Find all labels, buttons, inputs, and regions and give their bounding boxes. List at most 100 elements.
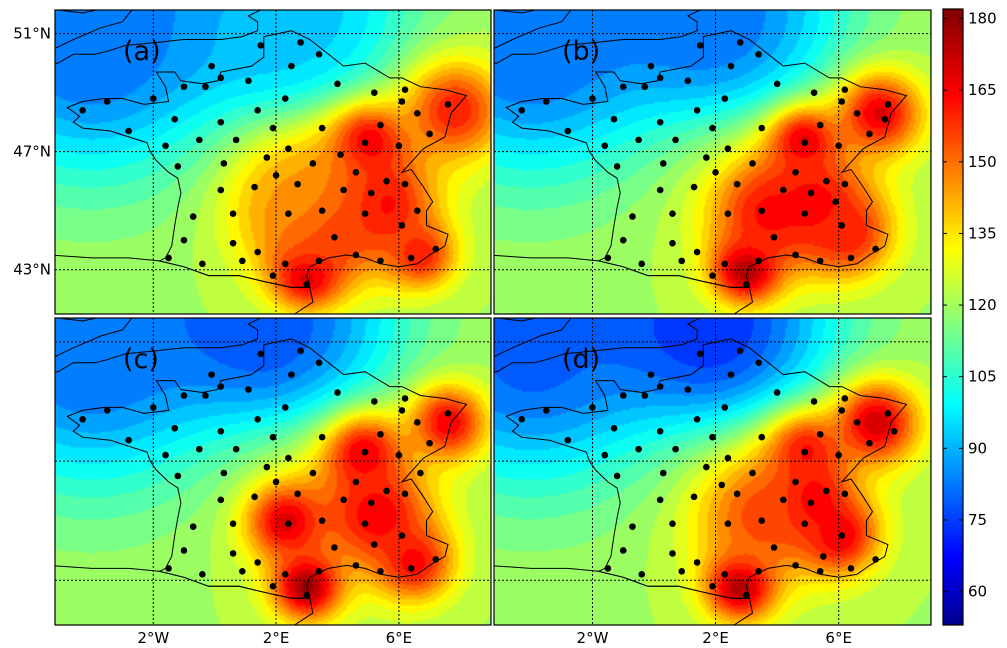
station-marker <box>199 260 206 268</box>
station-marker <box>816 121 824 129</box>
station-marker <box>841 86 849 93</box>
station-marker <box>165 565 172 572</box>
station-marker <box>604 565 612 572</box>
coastline-spain <box>494 565 754 625</box>
station-marker <box>180 547 188 554</box>
graticule <box>494 10 931 314</box>
station-marker <box>174 163 182 170</box>
station-marker <box>103 407 111 414</box>
stations <box>518 39 892 288</box>
station-marker <box>703 154 710 161</box>
panels-layer <box>54 9 932 626</box>
station-marker <box>285 454 292 462</box>
station-marker <box>395 451 403 459</box>
station-marker <box>377 121 384 129</box>
station-marker <box>619 83 627 91</box>
station-marker <box>426 130 433 138</box>
station-marker <box>254 416 261 423</box>
stations <box>79 39 452 288</box>
station-marker <box>779 186 787 194</box>
station-marker <box>162 451 169 459</box>
station-marker <box>417 469 424 477</box>
station-marker <box>414 110 421 117</box>
station-marker <box>838 98 846 105</box>
station-marker <box>736 39 744 46</box>
station-marker <box>269 433 277 441</box>
station-marker <box>696 42 704 49</box>
station-marker <box>401 86 409 93</box>
panel-frame <box>493 9 932 315</box>
station-marker <box>398 407 406 414</box>
station-marker <box>220 160 228 167</box>
station-marker <box>604 254 612 262</box>
labels-layer: (a) 51°N 47°N 43°N (b) (c) 2°W 2°E 6°E (d) 2°W 2°E 6… <box>13 25 852 647</box>
station-marker <box>835 142 842 150</box>
station-marker <box>810 398 818 405</box>
station-marker <box>352 478 360 486</box>
station-marker <box>838 532 846 539</box>
station-marker <box>727 62 735 70</box>
station-marker <box>727 371 735 378</box>
graticule <box>494 318 931 625</box>
station-marker <box>401 395 409 402</box>
station-marker <box>340 186 347 194</box>
station-marker <box>733 490 741 498</box>
station-marker <box>884 410 892 417</box>
station-marker <box>220 469 228 477</box>
station-marker <box>564 436 572 444</box>
station-marker <box>202 392 209 399</box>
station-marker <box>352 251 360 259</box>
station-marker <box>758 207 766 214</box>
station-marker <box>659 160 667 167</box>
station-marker <box>841 395 849 402</box>
station-marker <box>238 257 246 265</box>
station-marker <box>285 145 292 153</box>
station-marker <box>647 62 655 70</box>
station-marker <box>180 392 188 399</box>
colorbar-tick-label: 105 <box>968 368 997 386</box>
station-marker <box>269 582 277 590</box>
panel-frame <box>54 9 492 315</box>
station-marker <box>543 98 550 105</box>
station-marker <box>724 454 732 462</box>
colorbar-tick-label: 120 <box>968 296 997 314</box>
station-marker <box>288 371 295 378</box>
station-marker <box>733 180 741 188</box>
station-marker <box>801 520 809 527</box>
station-marker <box>162 142 169 150</box>
station-marker <box>838 407 846 414</box>
station-marker <box>684 386 692 393</box>
station-marker <box>229 520 237 527</box>
station-marker <box>315 568 323 575</box>
station-marker <box>377 257 384 265</box>
station-marker <box>189 523 197 530</box>
station-marker <box>696 350 704 358</box>
station-marker <box>758 433 766 441</box>
station-marker <box>217 186 225 194</box>
station-marker <box>823 177 830 185</box>
station-marker <box>659 469 667 477</box>
coastline-uk <box>55 10 262 64</box>
station-marker <box>285 210 292 217</box>
station-marker <box>610 424 618 432</box>
stations <box>79 347 452 599</box>
station-marker <box>303 281 311 288</box>
station-marker <box>853 110 861 117</box>
station-marker <box>229 239 237 247</box>
station-marker <box>281 260 289 268</box>
station-marker <box>693 248 701 256</box>
station-marker <box>792 562 799 569</box>
station-marker <box>377 568 384 575</box>
station-marker <box>217 496 225 504</box>
station-marker <box>656 496 664 504</box>
coastlines <box>55 10 468 314</box>
station-marker <box>217 383 225 390</box>
station-marker <box>709 272 716 279</box>
panel-label: (a) <box>123 36 161 67</box>
station-marker <box>149 95 157 102</box>
station-marker <box>601 451 609 459</box>
coastlines <box>494 318 908 625</box>
station-marker <box>414 207 421 214</box>
colorbar-tick-label: 150 <box>968 153 997 171</box>
station-marker <box>245 386 252 393</box>
